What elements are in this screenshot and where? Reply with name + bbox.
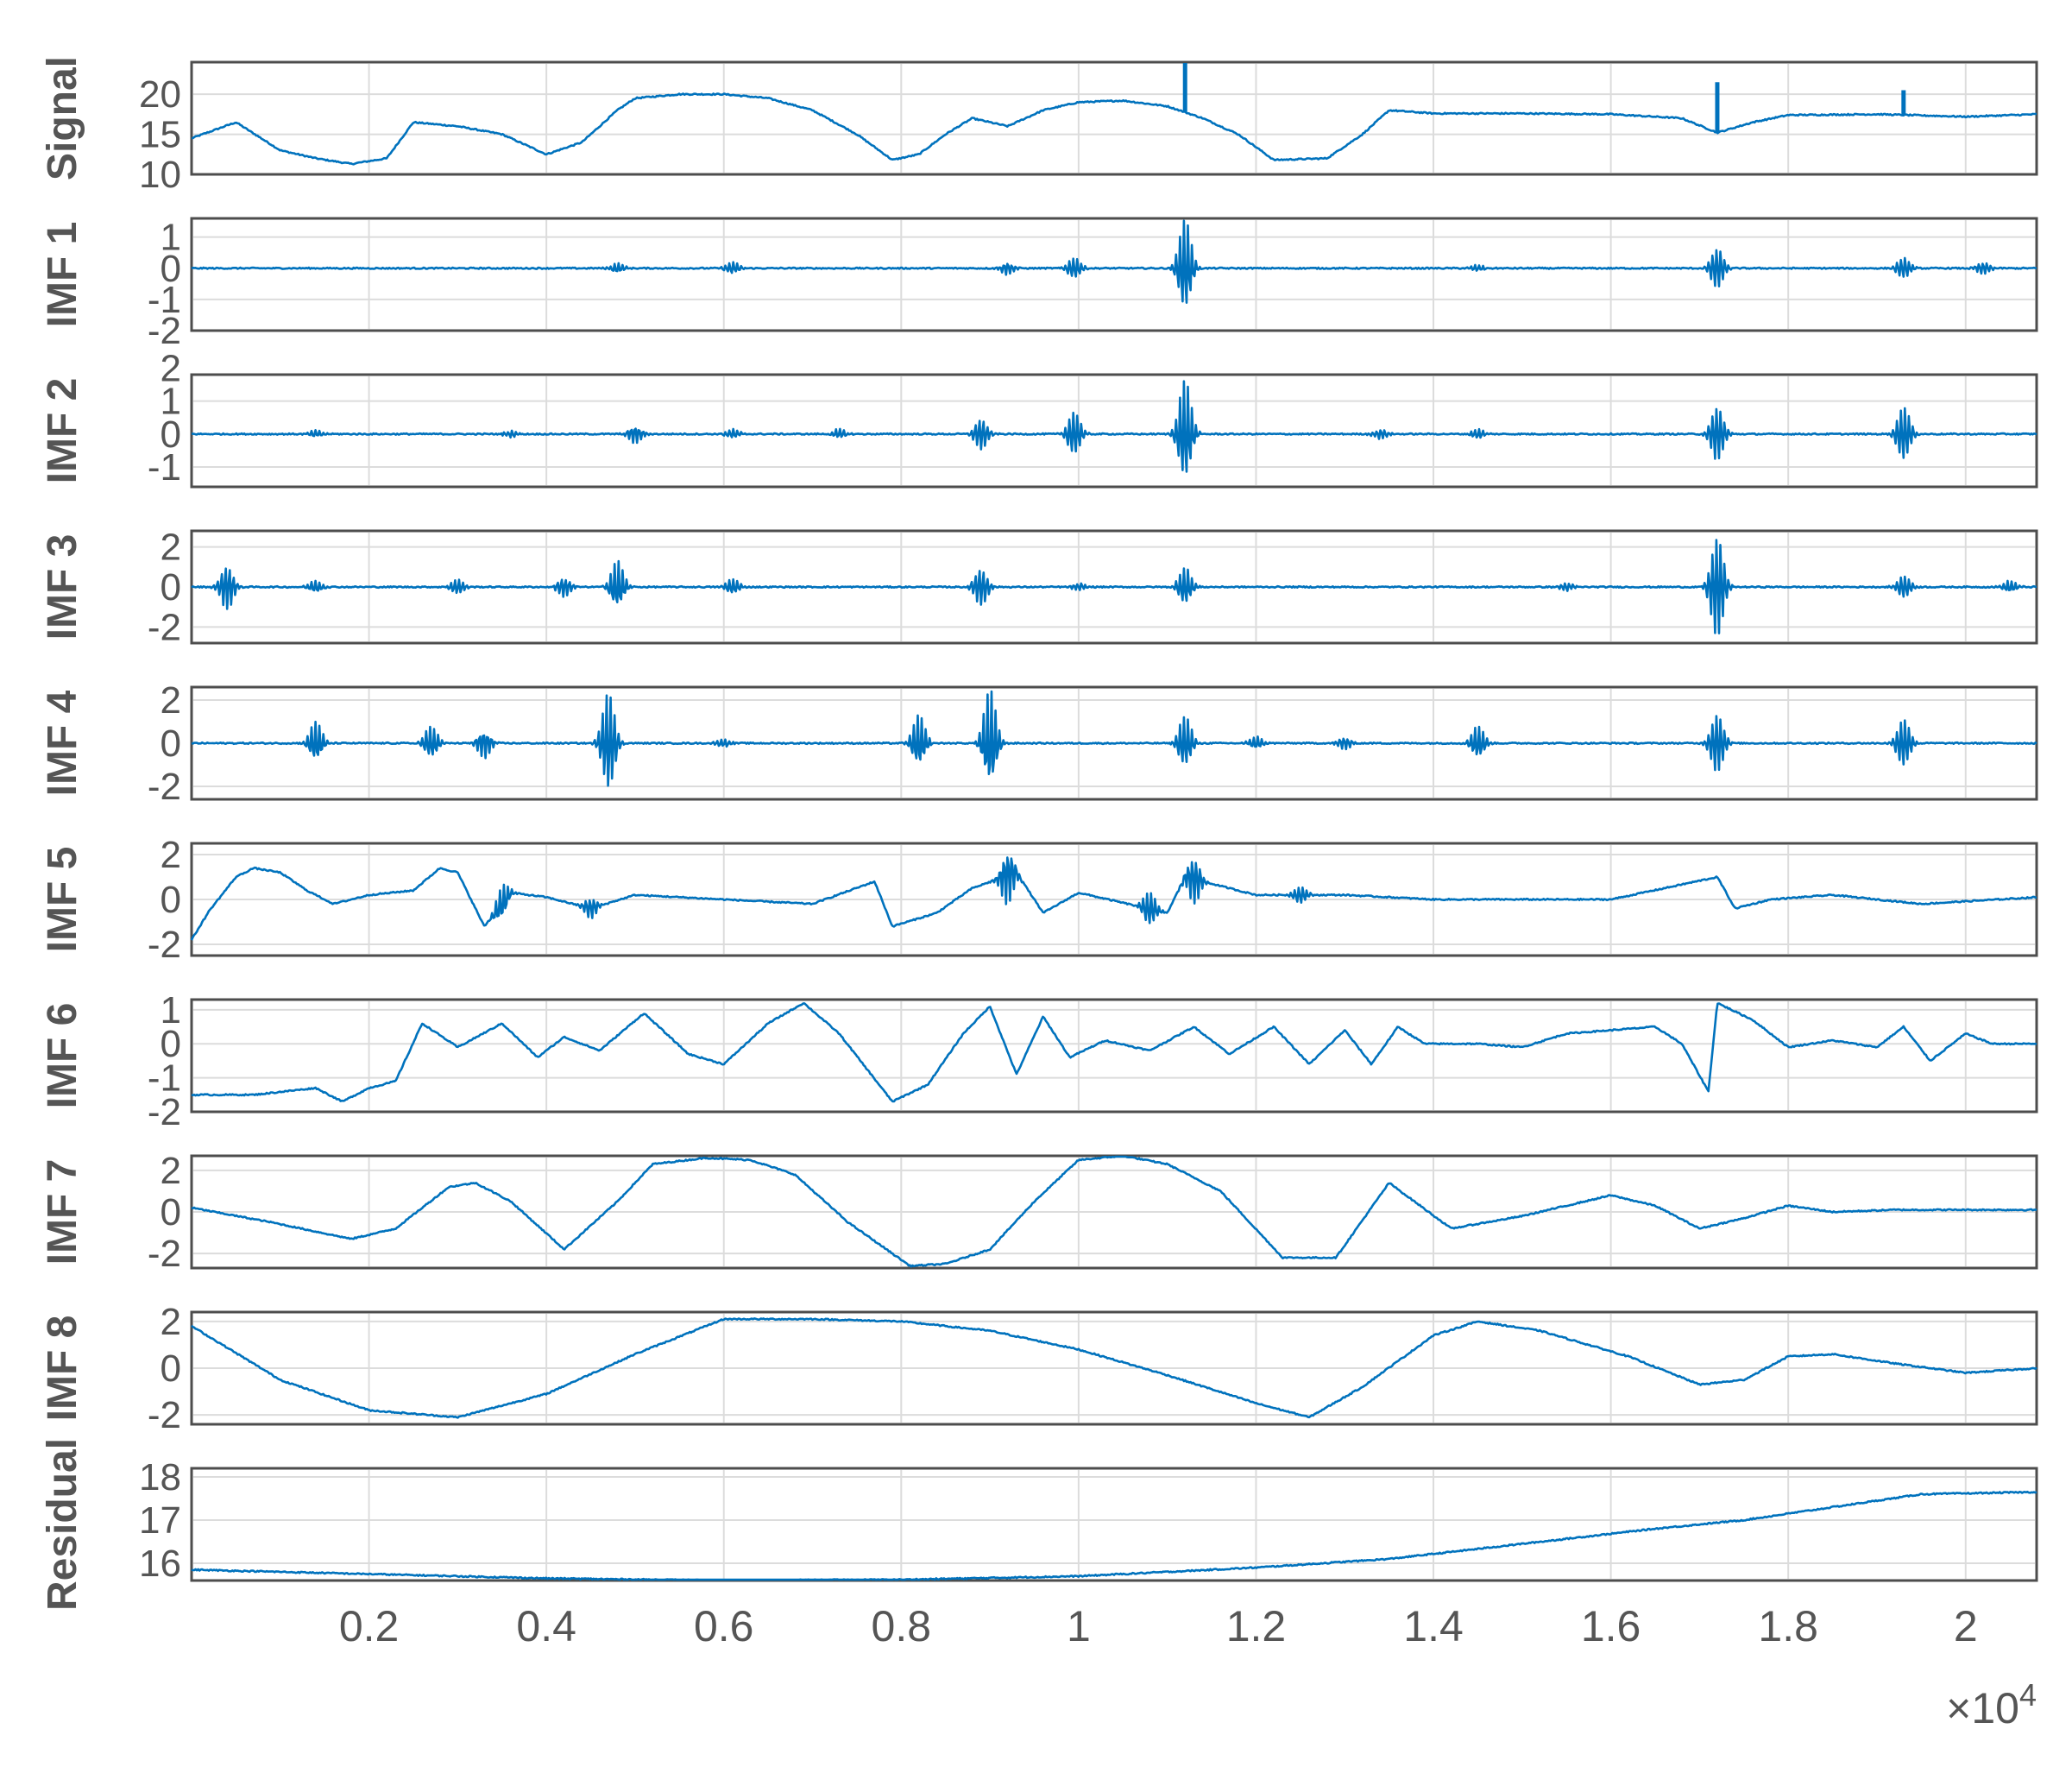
y-tick-label: -1 — [148, 279, 181, 321]
panel-2: -2-101 IMF 1 — [40, 217, 2038, 352]
x-exponent-power: 4 — [2019, 1677, 2037, 1713]
series-line — [192, 92, 2037, 166]
y-tick-label: 1 — [161, 217, 181, 259]
y-tick-label: -2 — [148, 1091, 181, 1133]
x-tick-label: 1 — [1067, 1602, 1091, 1650]
y-tick-label: -2 — [148, 766, 181, 808]
x-tick-label: 0.8 — [872, 1602, 932, 1650]
y-axis-label: IMF 5 — [40, 847, 85, 953]
y-tick-label: 15 — [139, 114, 181, 156]
y-tick-label: 16 — [139, 1543, 181, 1585]
series-line — [191, 690, 2037, 787]
x-tick-label: 0.2 — [339, 1602, 400, 1650]
y-tick-label: 18 — [139, 1456, 181, 1499]
panel-8: -202 IMF 7 — [40, 1150, 2038, 1275]
y-tick-label: 20 — [139, 73, 181, 116]
panel-9: -202 IMF 8 — [40, 1301, 2038, 1436]
panel-4: -202 IMF 3 — [40, 527, 2038, 648]
y-tick-label: 2 — [161, 347, 181, 389]
y-axis-label: IMF 6 — [40, 1003, 85, 1109]
axes-box — [190, 60, 2038, 176]
y-tick-label: 17 — [139, 1499, 181, 1542]
y-axis-label: IMF 1 — [40, 222, 85, 328]
x-tick-label: 1.6 — [1581, 1602, 1641, 1650]
y-tick-label: 2 — [161, 1150, 181, 1192]
y-tick-label: 0 — [161, 879, 181, 921]
series-line — [191, 1155, 2037, 1268]
y-tick-label: 2 — [161, 1301, 181, 1343]
y-axis-label: Residual — [40, 1438, 85, 1611]
y-axis-label: IMF 8 — [40, 1316, 85, 1422]
axes-box — [190, 373, 2038, 489]
y-tick-label: -2 — [148, 1394, 181, 1436]
y-tick-label: 2 — [161, 834, 181, 876]
series-line — [191, 380, 2037, 473]
y-axis-label: Signal — [40, 56, 85, 180]
y-tick-label: 0 — [161, 722, 181, 765]
y-tick-label: -1 — [148, 446, 181, 489]
y-tick-label: 0 — [161, 413, 181, 456]
panel-7: -2-101 IMF 6 — [40, 989, 2038, 1133]
x-tick-label: 1.4 — [1403, 1602, 1464, 1650]
y-tick-label: -2 — [148, 924, 181, 966]
y-tick-label: 0 — [161, 248, 181, 290]
axes-box — [190, 998, 2038, 1114]
x-tick-label: 0.6 — [694, 1602, 754, 1650]
y-tick-label: 1 — [161, 989, 181, 1032]
series-line — [191, 1002, 2037, 1103]
axes-box — [190, 1467, 2038, 1582]
panel-5: -202 IMF 4 — [40, 679, 2038, 808]
series-line — [191, 219, 2037, 304]
y-tick-label: 1 — [161, 381, 181, 423]
y-tick-label: 2 — [161, 527, 181, 569]
y-tick-label: 0 — [161, 1347, 181, 1390]
y-axis-label: IMF 4 — [40, 690, 85, 796]
x-exponent-base: ×10 — [1946, 1684, 2019, 1732]
y-tick-label: 0 — [161, 1023, 181, 1065]
y-axis-label: IMF 2 — [40, 378, 85, 484]
x-exponent-label: ×104 — [1946, 1677, 2037, 1732]
x-tick-label: 2 — [1954, 1602, 1978, 1650]
y-tick-label: 2 — [161, 679, 181, 722]
axes-box — [190, 217, 2038, 332]
y-tick-label: -2 — [148, 606, 181, 648]
panel-6: -202 IMF 5 — [40, 834, 2038, 966]
y-axis-label: IMF 7 — [40, 1159, 85, 1265]
y-tick-label: -1 — [148, 1057, 181, 1100]
series-line — [191, 539, 2037, 634]
x-tick-label: 1.8 — [1758, 1602, 1818, 1650]
y-tick-label: 10 — [139, 154, 181, 196]
y-tick-label: 0 — [161, 566, 181, 609]
y-tick-label: 0 — [161, 1191, 181, 1234]
x-tick-label: 1.2 — [1226, 1602, 1287, 1650]
y-tick-label: -2 — [148, 1233, 181, 1275]
series-line — [191, 1490, 2037, 1581]
y-axis-label: IMF 3 — [40, 534, 85, 640]
x-tick-label: 0.4 — [516, 1602, 576, 1650]
series-line — [190, 856, 2037, 941]
y-tick-label: -2 — [148, 310, 181, 352]
x-tick-labels: 0.2 0.4 0.6 0.8 1 1.2 1.4 1.6 1.8 2 — [339, 1602, 1978, 1650]
series-line — [191, 1317, 2037, 1419]
